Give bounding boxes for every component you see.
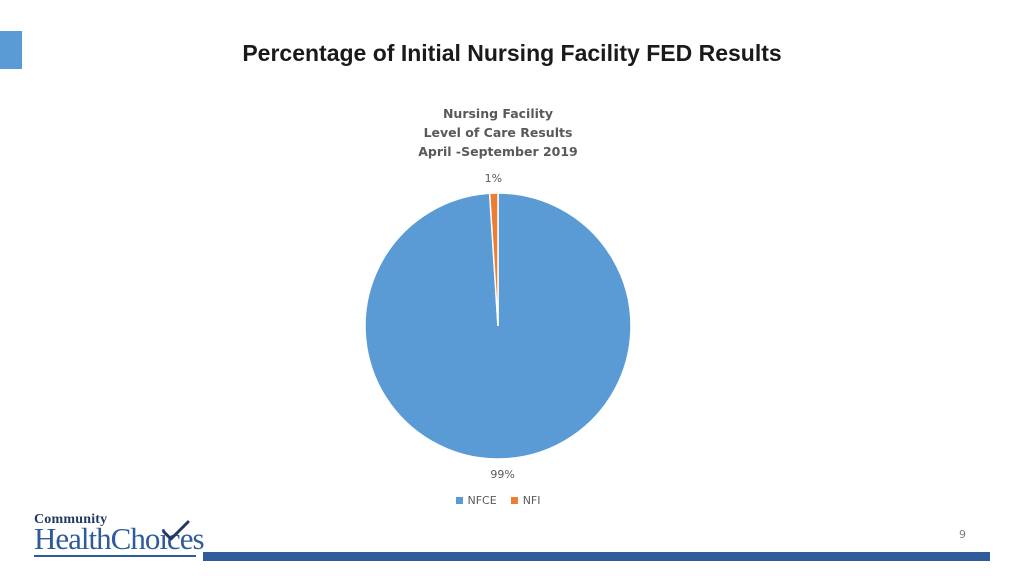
footer-bar — [203, 552, 990, 561]
legend-swatch-nfi — [510, 497, 518, 504]
accent-block — [0, 31, 22, 69]
chart-title: Nursing Facility Level of Care Results A… — [348, 104, 648, 161]
data-label-nfi: 1% — [485, 172, 502, 185]
community-healthchoices-logo: Community HealthChoices — [34, 512, 205, 558]
chart-title-line-2: Level of Care Results — [423, 125, 573, 140]
legend-label-nfce: NFCE — [467, 494, 497, 507]
pie-chart: 99% 1% — [364, 172, 632, 481]
chart-title-line-1: Nursing Facility — [442, 106, 554, 121]
logo-underline — [34, 555, 196, 557]
logo-line1: Community — [34, 512, 108, 527]
logo-part1: Health — [34, 521, 112, 556]
page-number: 9 — [959, 528, 966, 541]
legend-item-nfce: NFCE — [455, 494, 497, 507]
legend-label-nfi: NFI — [522, 494, 541, 507]
checkmark-icon — [162, 520, 190, 541]
logo-wordmark: HealthChoices — [34, 521, 205, 557]
legend: NFCE NFI — [398, 494, 598, 507]
logo-part2: Choices — [110, 521, 205, 556]
legend-swatch-nfce — [455, 497, 463, 504]
data-label-nfce: 99% — [490, 468, 514, 481]
legend-item-nfi: NFI — [510, 494, 541, 507]
pie-slice-nfi — [488, 192, 499, 327]
chart-title-line-3: April -September 2019 — [418, 144, 578, 159]
slide-title: Percentage of Initial Nursing Facility F… — [242, 40, 782, 66]
